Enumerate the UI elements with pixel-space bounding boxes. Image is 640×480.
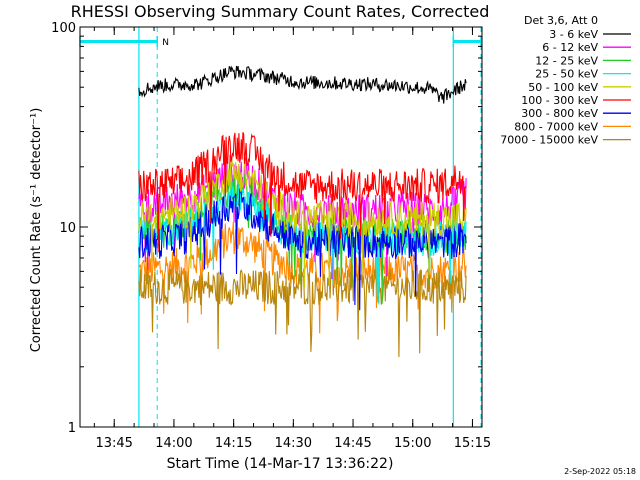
series-line-7000-15000keV	[138, 268, 467, 358]
y-tick-label: 1	[68, 421, 76, 436]
series-line-25-50keV	[138, 180, 467, 305]
x-axis-label: Start Time (14-Mar-17 13:36:22)	[167, 456, 394, 472]
marker-bar	[453, 40, 481, 43]
y-tick-label: 10	[59, 221, 76, 236]
legend-label: 6 - 12 keV	[542, 41, 598, 54]
y-axis-label: Corrected Count Rate (s⁻¹ detector⁻¹)	[29, 108, 44, 353]
y-tick-label: 100	[51, 21, 76, 36]
x-tick-label: 14:15	[215, 436, 252, 451]
legend-label: 7000 - 15000 keV	[500, 134, 598, 147]
x-tick-label: 14:30	[275, 436, 312, 451]
legend-label: 12 - 25 keV	[535, 54, 598, 67]
series-line-50-100keV	[138, 155, 467, 288]
legend-label: 3 - 6 keV	[549, 28, 598, 41]
series-line-100-300keV	[138, 132, 467, 253]
marker-bar-label: N	[162, 38, 169, 48]
marker-bar	[80, 40, 158, 43]
x-tick-label: 14:00	[155, 436, 192, 451]
series-line-300-800keV	[138, 188, 467, 311]
x-tick-label: 15:15	[454, 436, 491, 451]
chart-title: RHESSI Observing Summary Count Rates, Co…	[71, 2, 490, 21]
legend-title: Det 3,6, Att 0	[524, 14, 598, 27]
series-layer	[138, 65, 467, 358]
x-tick-label: 14:45	[334, 436, 371, 451]
legend-label: 100 - 300 keV	[521, 94, 598, 107]
x-tick-label: 15:00	[394, 436, 431, 451]
legend-label: 50 - 100 keV	[528, 81, 598, 94]
x-tick-label: 13:45	[95, 436, 132, 451]
series-line-3-6keV	[138, 65, 467, 104]
legend-label: 800 - 7000 keV	[514, 120, 598, 133]
date-stamp: 2-Sep-2022 05:18	[564, 467, 636, 476]
legend-label: 25 - 50 keV	[535, 68, 598, 81]
legend-label: 300 - 800 keV	[521, 107, 598, 120]
axes-layer: 13:45 14:00 14:15 14:30 14:45 15:00 15:15 1 10 10…	[51, 21, 491, 451]
